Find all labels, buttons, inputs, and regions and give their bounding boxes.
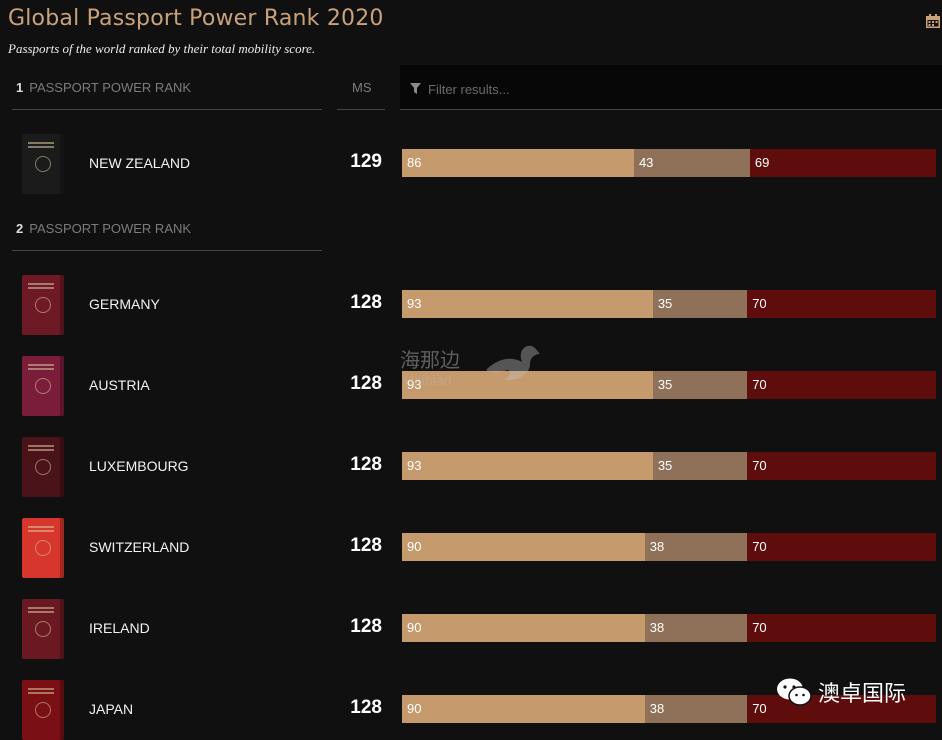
country-row[interactable]: IRELAND 128 90 38 70 [0, 599, 942, 659]
filter-bar [400, 65, 942, 110]
passport-text-line [28, 449, 54, 451]
mobility-score: 128 [350, 697, 382, 718]
passport-cover-icon [22, 518, 64, 578]
mobility-score: 128 [350, 292, 382, 313]
score-bar: 93 35 70 [402, 452, 936, 480]
score-segment-3: 69 [749, 149, 936, 177]
passport-text-line [28, 146, 54, 148]
mobility-score: 129 [350, 151, 382, 172]
divider [337, 109, 385, 110]
country-name: LUXEMBOURG [89, 458, 189, 474]
passport-text-line [28, 283, 54, 285]
country-name: SWITZERLAND [89, 539, 190, 555]
score-segment-3: 70 [747, 452, 936, 480]
bird-logo-icon [486, 345, 540, 381]
passport-text-line [28, 607, 54, 609]
mobility-score: 128 [350, 616, 382, 637]
score-bar: 90 38 70 [402, 614, 936, 642]
score-bar: 93 35 70 [402, 371, 936, 399]
score-bar: 90 38 70 [402, 695, 936, 723]
passport-text-line [28, 692, 54, 694]
score-segment-1: 93 [402, 371, 653, 399]
score-segment-1: 93 [402, 290, 653, 318]
divider [12, 109, 322, 110]
passport-text-line [28, 611, 54, 613]
country-row[interactable]: SWITZERLAND 128 90 38 70 [0, 518, 942, 578]
country-name: IRELAND [89, 620, 150, 636]
calendar-icon[interactable] [926, 14, 940, 28]
passport-emblem-icon [35, 540, 51, 556]
filter-icon [410, 83, 421, 94]
passport-emblem-icon [35, 459, 51, 475]
divider [12, 250, 322, 251]
passport-text-line [28, 364, 54, 366]
score-segment-3: 70 [747, 614, 936, 642]
score-bar: 93 35 70 [402, 290, 936, 318]
passport-text-line [28, 526, 54, 528]
passport-emblem-icon [35, 702, 51, 718]
score-segment-1: 90 [402, 533, 645, 561]
country-row[interactable]: AUSTRIA 128 93 35 70 [0, 356, 942, 416]
score-segment-3: 70 [747, 695, 936, 723]
country-name: AUSTRIA [89, 377, 150, 393]
country-row[interactable]: GERMANY 128 93 35 70 [0, 275, 942, 335]
passport-emblem-icon [35, 156, 51, 172]
rank-group-header-2: 2 PASSPORT POWER RANK [16, 221, 191, 236]
passport-emblem-icon [35, 297, 51, 313]
passport-cover-icon [22, 680, 64, 740]
passport-cover-icon [22, 356, 64, 416]
rank-group-header-1: 1 PASSPORT POWER RANK [16, 80, 191, 95]
score-bar: 90 38 70 [402, 533, 936, 561]
country-row[interactable]: LUXEMBOURG 128 93 35 70 [0, 437, 942, 497]
badge-label: 澳卓国际 [818, 682, 907, 707]
country-name: NEW ZEALAND [89, 155, 191, 171]
score-segment-1: 90 [402, 614, 645, 642]
wechat-badge: 澳卓国际 [776, 676, 906, 708]
country-name: JAPAN [89, 701, 134, 717]
score-bar: 86 43 69 [402, 149, 936, 177]
page-subtitle: Passports of the world ranked by their t… [8, 41, 316, 56]
score-segment-2: 38 [644, 695, 748, 723]
passport-cover-icon [22, 275, 64, 335]
passport-text-line [28, 368, 54, 370]
passport-text-line [28, 530, 54, 532]
score-segment-1: 86 [402, 149, 634, 177]
ms-column-header[interactable]: MS [352, 80, 372, 95]
score-segment-2: 35 [652, 371, 748, 399]
watermark-text: 海那边 [400, 348, 460, 372]
score-segment-2: 38 [644, 614, 748, 642]
mobility-score: 128 [350, 373, 382, 394]
passport-emblem-icon [35, 378, 51, 394]
score-segment-3: 70 [747, 290, 936, 318]
rank-label: PASSPORT POWER RANK [29, 80, 192, 95]
country-row[interactable]: NEW ZEALAND 129 86 43 69 [0, 134, 942, 194]
score-segment-2: 38 [644, 533, 748, 561]
watermark-subtext: Haibian [404, 372, 452, 388]
passport-cover-icon [22, 599, 64, 659]
rank-number: 1 [16, 80, 24, 95]
score-segment-1: 90 [402, 695, 645, 723]
score-segment-2: 35 [652, 452, 748, 480]
country-row[interactable]: JAPAN 128 90 38 70 [0, 680, 942, 740]
score-segment-1: 93 [402, 452, 653, 480]
passport-text-line [28, 142, 54, 144]
mobility-score: 128 [350, 454, 382, 475]
filter-input[interactable] [426, 77, 830, 101]
rank-label: PASSPORT POWER RANK [29, 221, 192, 236]
passport-text-line [28, 287, 54, 289]
score-segment-3: 70 [747, 371, 936, 399]
score-segment-2: 43 [633, 149, 750, 177]
score-segment-2: 35 [652, 290, 748, 318]
score-segment-3: 70 [747, 533, 936, 561]
mobility-score: 128 [350, 535, 382, 556]
wechat-icon [777, 678, 812, 706]
passport-text-line [28, 445, 54, 447]
country-name: GERMANY [89, 296, 160, 312]
page-title: Global Passport Power Rank 2020 [8, 6, 384, 31]
passport-cover-icon [22, 134, 64, 194]
passport-emblem-icon [35, 621, 51, 637]
passport-cover-icon [22, 437, 64, 497]
rank-number: 2 [16, 221, 24, 236]
passport-text-line [28, 688, 54, 690]
